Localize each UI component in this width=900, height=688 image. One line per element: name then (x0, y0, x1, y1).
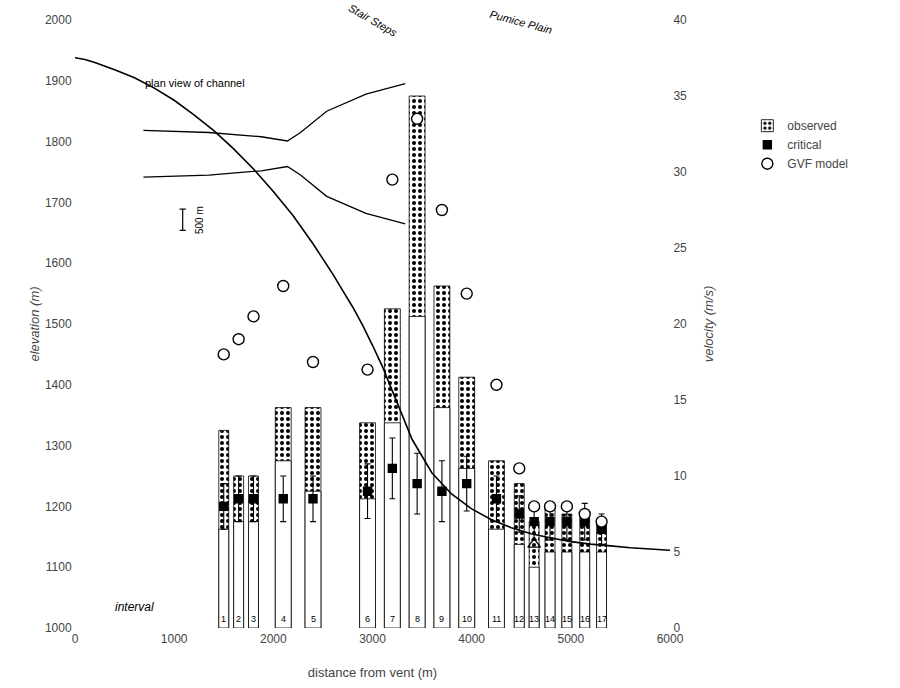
svg-text:velocity (m/s): velocity (m/s) (701, 286, 716, 363)
svg-text:30: 30 (673, 165, 687, 179)
svg-text:15: 15 (562, 614, 572, 624)
svg-text:1300: 1300 (45, 439, 72, 453)
svg-text:1600: 1600 (45, 256, 72, 270)
svg-text:3000: 3000 (359, 632, 386, 646)
svg-text:distance from vent (m): distance from vent (m) (308, 665, 437, 680)
svg-text:17: 17 (597, 614, 607, 624)
svg-text:1: 1 (221, 614, 226, 624)
svg-text:13: 13 (529, 614, 539, 624)
svg-text:40: 40 (673, 13, 687, 27)
svg-text:2: 2 (236, 614, 241, 624)
svg-text:1500: 1500 (45, 317, 72, 331)
svg-text:5: 5 (673, 545, 680, 559)
svg-text:0: 0 (72, 632, 79, 646)
svg-text:observed: observed (787, 119, 836, 133)
svg-text:11: 11 (492, 614, 501, 624)
svg-text:1000: 1000 (161, 632, 188, 646)
svg-text:6: 6 (365, 614, 370, 624)
svg-text:5000: 5000 (557, 632, 584, 646)
svg-text:2000: 2000 (260, 632, 287, 646)
svg-text:6000: 6000 (657, 632, 684, 646)
svg-text:plan view of channel: plan view of channel (145, 77, 245, 89)
svg-text:critical: critical (787, 138, 821, 152)
svg-text:Pumice Plain: Pumice Plain (488, 8, 553, 36)
svg-text:20: 20 (673, 317, 687, 331)
svg-text:1200: 1200 (45, 500, 72, 514)
svg-text:3: 3 (251, 614, 256, 624)
svg-text:4: 4 (281, 614, 286, 624)
svg-text:2000: 2000 (45, 13, 72, 27)
svg-text:1800: 1800 (45, 135, 72, 149)
svg-text:8: 8 (415, 614, 420, 624)
svg-text:15: 15 (673, 393, 687, 407)
svg-text:5: 5 (311, 614, 316, 624)
svg-text:1900: 1900 (45, 74, 72, 88)
svg-text:1000: 1000 (45, 621, 72, 635)
svg-text:interval: interval (115, 600, 154, 614)
svg-text:10: 10 (673, 469, 687, 483)
svg-text:7: 7 (390, 614, 395, 624)
svg-text:1700: 1700 (45, 196, 72, 210)
svg-text:25: 25 (673, 241, 687, 255)
svg-text:GVF model: GVF model (787, 157, 848, 171)
svg-text:9: 9 (439, 614, 444, 624)
svg-text:1100: 1100 (46, 560, 72, 574)
svg-text:1400: 1400 (45, 378, 72, 392)
svg-text:16: 16 (580, 614, 590, 624)
svg-text:0: 0 (673, 621, 680, 635)
svg-text:10: 10 (462, 614, 472, 624)
svg-text:4000: 4000 (458, 632, 485, 646)
svg-text:12: 12 (514, 614, 524, 624)
svg-text:14: 14 (545, 614, 555, 624)
svg-text:35: 35 (673, 89, 687, 103)
svg-text:Stair Steps: Stair Steps (346, 2, 399, 40)
svg-text:500 m: 500 m (194, 206, 205, 234)
svg-text:elevation (m): elevation (m) (27, 286, 42, 361)
